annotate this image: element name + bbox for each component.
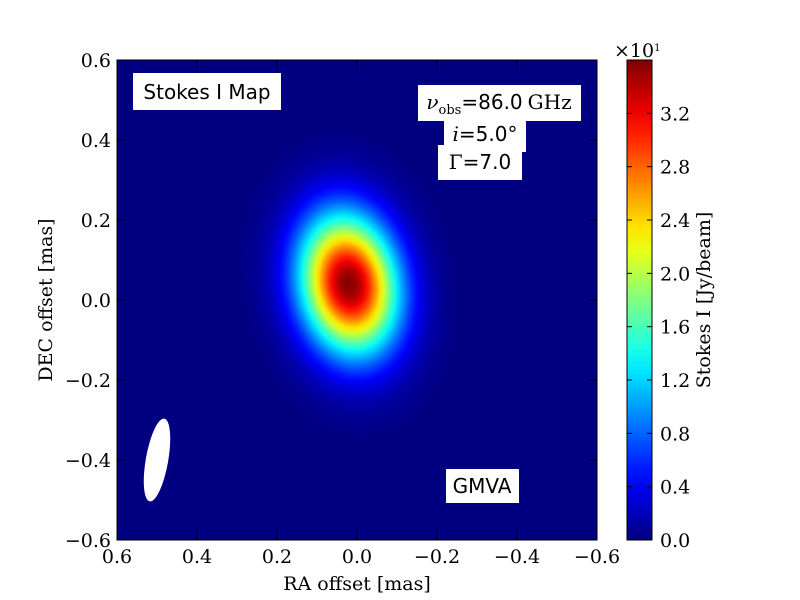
colorbar: 0.0 0.4 0.8 1.2 1.6 2.0 2.4 2.8 3.2 ×101 Stokes … bbox=[614, 40, 715, 552]
x-tick-label: 0.6 bbox=[102, 546, 132, 568]
x-ticks: 0.6 0.4 0.2 0.0 −0.2 −0.4 −0.6 bbox=[102, 60, 620, 568]
y-tick-label: 0.6 bbox=[81, 50, 111, 72]
x-tick-label: −0.4 bbox=[494, 546, 540, 568]
gamma-value: =7.0 bbox=[463, 150, 512, 174]
frequency-symbol: ν bbox=[426, 90, 438, 114]
frequency-subscript: obs bbox=[439, 103, 462, 118]
y-tick-label: 0.4 bbox=[81, 130, 111, 152]
beam-ellipse bbox=[143, 418, 171, 502]
y-tick-label: −0.6 bbox=[65, 530, 111, 552]
colorbar-tick-label: 0.4 bbox=[660, 477, 690, 499]
array-box bbox=[446, 469, 519, 503]
x-tick-label: −0.6 bbox=[574, 546, 620, 568]
colorbar-tick-label: 2.8 bbox=[660, 157, 690, 179]
frequency-text: νobs=86.0 GHz bbox=[426, 90, 571, 118]
colorbar-tick-label: 2.0 bbox=[660, 263, 690, 285]
colorbar-tick-label: 3.2 bbox=[660, 103, 690, 125]
x-axis-label: RA offset [mas] bbox=[283, 573, 431, 595]
annotation-array: GMVA bbox=[446, 469, 519, 503]
source-emission bbox=[241, 131, 457, 437]
y-axis-label: DEC offset [mas] bbox=[35, 218, 57, 381]
gamma-symbol: Γ bbox=[449, 150, 463, 174]
map-title-text: Stokes I Map bbox=[143, 80, 270, 104]
colorbar-tick-label: 0.8 bbox=[660, 423, 690, 445]
annotation-map-title: Stokes I Map bbox=[133, 73, 281, 110]
x-tick-label: 0.4 bbox=[182, 546, 212, 568]
colorbar-ticks: 0.0 0.4 0.8 1.2 1.6 2.0 2.4 2.8 3.2 bbox=[627, 103, 690, 552]
gamma-box bbox=[438, 145, 522, 180]
colorbar-tick-label: 2.4 bbox=[660, 210, 690, 232]
x-tick-label: −0.2 bbox=[414, 546, 460, 568]
y-tick-label: −0.2 bbox=[65, 370, 111, 392]
inclination-text: i=5.0° bbox=[453, 122, 518, 146]
colorbar-tick-label: 1.2 bbox=[660, 370, 690, 392]
colorbar-tick-label: 1.6 bbox=[660, 317, 690, 339]
annotation-frequency: νobs=86.0 GHz bbox=[418, 85, 581, 121]
array-text: GMVA bbox=[453, 474, 512, 498]
y-tick-label: −0.4 bbox=[65, 450, 111, 472]
colorbar-label: Stokes I [Jy/beam] bbox=[693, 212, 715, 389]
frequency-value: =86.0 bbox=[461, 90, 522, 114]
inclination-symbol: i bbox=[453, 122, 459, 146]
annotation-gamma: Γ=7.0 bbox=[438, 145, 522, 180]
x-tick-label: 0.0 bbox=[342, 546, 372, 568]
frequency-unit: GHz bbox=[528, 90, 572, 114]
colorbar-multiplier: ×101 bbox=[614, 40, 660, 62]
colorbar-frame bbox=[626, 59, 653, 541]
image-panel: 0.6 0.4 0.2 0.0 −0.2 −0.4 −0.6 0.6 0.4 0.2 0.0 −0.… bbox=[65, 50, 620, 568]
colorbar-scale bbox=[627, 60, 652, 540]
y-ticks: 0.6 0.4 0.2 0.0 −0.2 −0.4 −0.6 bbox=[65, 50, 597, 552]
inclination-value: =5.0° bbox=[459, 122, 518, 146]
y-tick-label: 0.0 bbox=[81, 290, 111, 312]
frequency-box bbox=[418, 85, 581, 121]
colorbar-tick-label: 0.0 bbox=[660, 530, 690, 552]
x-tick-label: 0.2 bbox=[262, 546, 292, 568]
map-title-box bbox=[133, 73, 281, 110]
y-tick-label: 0.2 bbox=[81, 210, 111, 232]
gamma-text: Γ=7.0 bbox=[449, 150, 511, 174]
